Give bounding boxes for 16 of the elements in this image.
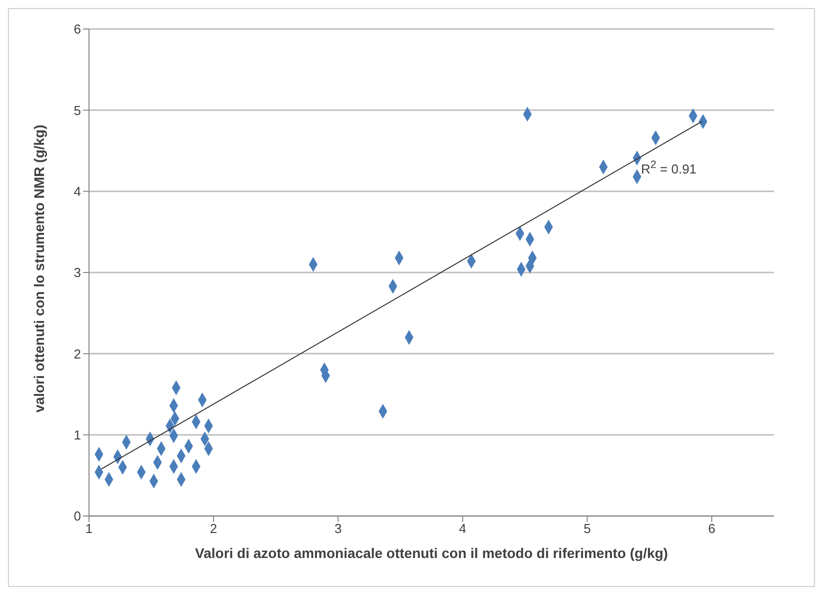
x-tick-label: 5 <box>584 521 591 536</box>
x-axis-title: Valori di azoto ammoniacale ottenuti con il metodo di riferimento (g/kg) <box>195 545 668 561</box>
annotation: R$^{2}$ = 0.91 <box>641 159 697 176</box>
x-tick-label: 2 <box>210 521 218 536</box>
y-tick-label: 1 <box>74 427 81 442</box>
y-tick-label: 3 <box>74 265 81 280</box>
y-tick-label: 0 <box>74 508 81 524</box>
x-tick-label: 1 <box>85 521 93 536</box>
y-tick-label: 2 <box>74 346 81 362</box>
y-tick-label: 5 <box>74 102 81 118</box>
y-tick-label: 4 <box>74 184 81 199</box>
x-tick-label: 4 <box>459 521 466 536</box>
x-tick-label: 6 <box>708 521 716 536</box>
x-tick-label: 3 <box>334 521 342 536</box>
y-axis-title: valori ottenuti con lo strumento NMR (g/kg) <box>30 124 47 412</box>
y-tick-label: 6 <box>74 22 81 37</box>
